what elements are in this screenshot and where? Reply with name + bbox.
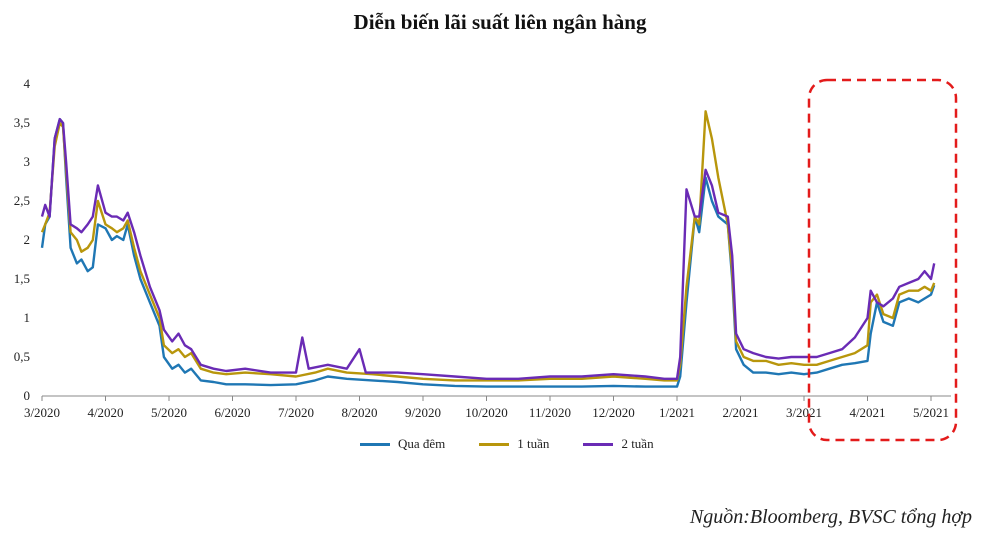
source-note: Nguồn:Bloomberg, BVSC tổng hợp xyxy=(689,506,972,528)
x-tick-label: 5/2020 xyxy=(151,405,187,420)
x-tick-label: 3/2020 xyxy=(24,405,60,420)
legend-label-qua-dem: Qua đêm xyxy=(398,436,446,451)
y-tick-label: 2 xyxy=(24,232,31,247)
x-tick-label: 4/2021 xyxy=(849,405,885,420)
y-tick-label: 2,5 xyxy=(14,193,30,208)
series-line-1 xyxy=(40,110,936,382)
y-tick-label: 1 xyxy=(24,310,31,325)
legend-swatch-1-tuan xyxy=(479,442,510,446)
y-axis: 0 0,5 1 1,5 2 2,5 3 3,5 4 xyxy=(14,76,31,403)
x-tick-label: 1/2021 xyxy=(659,405,695,420)
x-tick-label: 4/2020 xyxy=(87,405,123,420)
legend-item-2-tuan: 2 tuần xyxy=(583,436,654,452)
x-tick-label: 3/2021 xyxy=(786,405,822,420)
x-tick-label: 10/2020 xyxy=(465,405,508,420)
highlight-box xyxy=(807,78,958,442)
legend-label-1-tuan: 1 tuần xyxy=(517,436,550,451)
legend-label-2-tuan: 2 tuần xyxy=(621,436,654,451)
x-tick-label: 8/2020 xyxy=(341,405,377,420)
x-tick-label: 2/2021 xyxy=(722,405,758,420)
x-axis: 3/2020 4/2020 5/2020 6/2020 7/2020 8/2020 9/20… xyxy=(24,396,949,420)
y-tick-label: 3 xyxy=(24,154,31,169)
series-line-0 xyxy=(40,117,936,388)
x-tick-label: 7/2020 xyxy=(278,405,314,420)
series-line-2 xyxy=(40,117,936,380)
y-tick-label: 4 xyxy=(24,76,31,91)
y-tick-label: 1,5 xyxy=(14,271,30,286)
y-tick-label: 3,5 xyxy=(14,115,30,130)
x-tick-label: 5/2021 xyxy=(913,405,949,420)
x-tick-label: 12/2020 xyxy=(592,405,635,420)
legend-item-1-tuan: 1 tuần xyxy=(479,436,549,452)
legend-swatch-qua-dem xyxy=(360,442,390,446)
chart-title: Diễn biến lãi suất liên ngân hàng xyxy=(353,10,647,34)
y-tick-label: 0,5 xyxy=(14,349,30,364)
series-layer xyxy=(40,110,936,388)
legend-swatch-2-tuan xyxy=(583,442,614,446)
legend: Qua đêm 1 tuần 2 tuần xyxy=(360,436,654,452)
x-tick-label: 6/2020 xyxy=(214,405,250,420)
y-tick-label: 0 xyxy=(24,388,31,403)
x-tick-label: 11/2020 xyxy=(529,405,571,420)
legend-item-qua-dem: Qua đêm xyxy=(360,436,445,452)
x-tick-label: 9/2020 xyxy=(405,405,441,420)
